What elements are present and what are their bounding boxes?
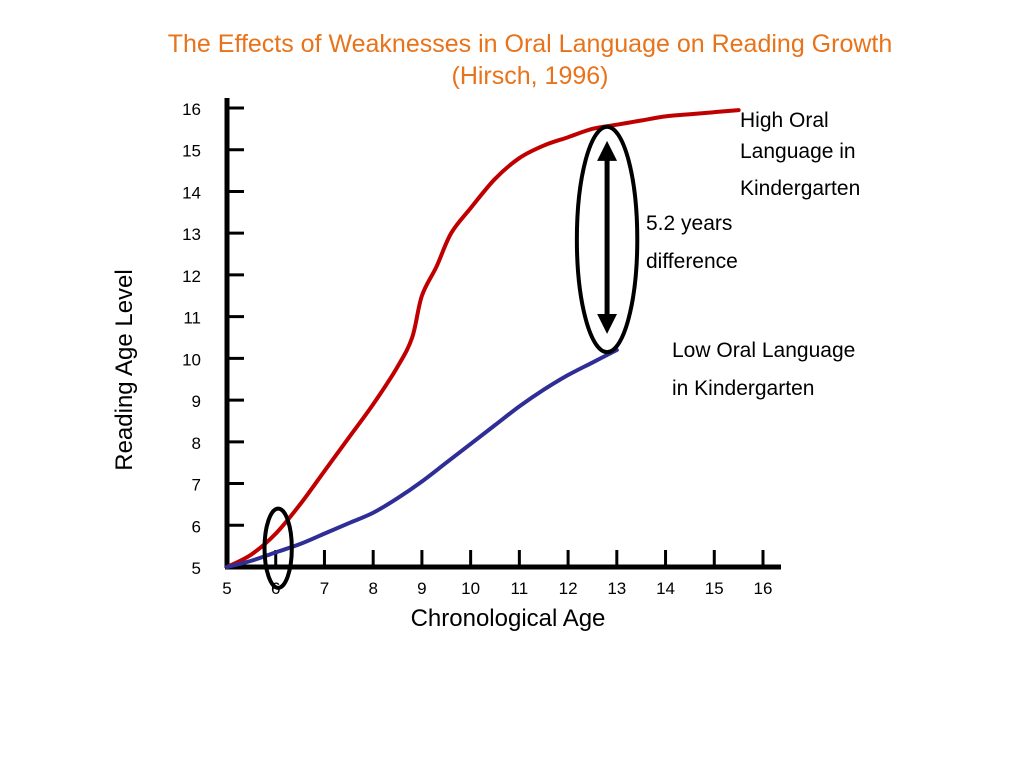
y-tick-label: 15 bbox=[182, 142, 201, 161]
x-tick-label: 15 bbox=[705, 579, 724, 598]
y-tick-label: 7 bbox=[192, 476, 201, 495]
difference-label-line-2: difference bbox=[646, 250, 738, 273]
y-tick-label: 11 bbox=[183, 309, 201, 328]
low-label-line-2: in Kindergarten bbox=[672, 377, 815, 400]
x-tick-label: 12 bbox=[559, 579, 578, 598]
x-axis-label: Chronological Age bbox=[410, 605, 606, 632]
difference-label: 5.2 years difference bbox=[646, 205, 738, 281]
high-label-line-1: High Oral bbox=[740, 109, 829, 132]
title-line: The Effects of Weaknesses in Oral Langua… bbox=[167, 30, 893, 58]
y-tick-label: 10 bbox=[182, 350, 201, 369]
subtitle-line: (Hirsch, 1996) bbox=[451, 62, 609, 90]
low-oral-language-line bbox=[225, 348, 619, 569]
x-tick-label: 10 bbox=[461, 579, 480, 598]
y-tick-label: 8 bbox=[192, 434, 201, 453]
high-oral-language-line bbox=[225, 108, 741, 569]
x-tick-label: 11 bbox=[511, 579, 529, 598]
y-tick-label: 9 bbox=[192, 392, 201, 411]
x-tick-label: 5 bbox=[222, 579, 231, 598]
high-label-line-2: Language in bbox=[740, 140, 856, 163]
y-tick-label: 12 bbox=[182, 267, 201, 286]
y-tick-label: 16 bbox=[182, 100, 201, 119]
x-tick-label: 16 bbox=[754, 579, 773, 598]
y-tick-label: 14 bbox=[182, 183, 201, 202]
y-tick-label: 13 bbox=[182, 225, 201, 244]
low-oral-language-label: Low Oral Language in Kindergarten bbox=[672, 332, 855, 408]
y-tick-label: 6 bbox=[192, 517, 201, 536]
y-tick-label: 5 bbox=[192, 559, 201, 578]
gap-highlight-ellipse bbox=[574, 124, 640, 355]
difference-label-line-1: 5.2 years bbox=[646, 212, 733, 235]
start-highlight-ellipse bbox=[262, 506, 294, 590]
high-oral-language-label: High Oral Language in Kindergarten bbox=[740, 105, 860, 204]
x-tick-label: 7 bbox=[320, 579, 329, 598]
x-tick-label: 9 bbox=[417, 579, 426, 598]
x-tick-label: 8 bbox=[368, 579, 377, 598]
y-axis-label: Reading Age Level bbox=[111, 269, 138, 471]
high-label-line-3: Kindergarten bbox=[740, 177, 861, 200]
x-tick-label: 13 bbox=[607, 579, 626, 598]
chart-title: The Effects of Weaknesses in Oral Langua… bbox=[0, 28, 1024, 92]
x-tick-label: 14 bbox=[656, 579, 675, 598]
low-label-line-1: Low Oral Language bbox=[672, 339, 856, 362]
